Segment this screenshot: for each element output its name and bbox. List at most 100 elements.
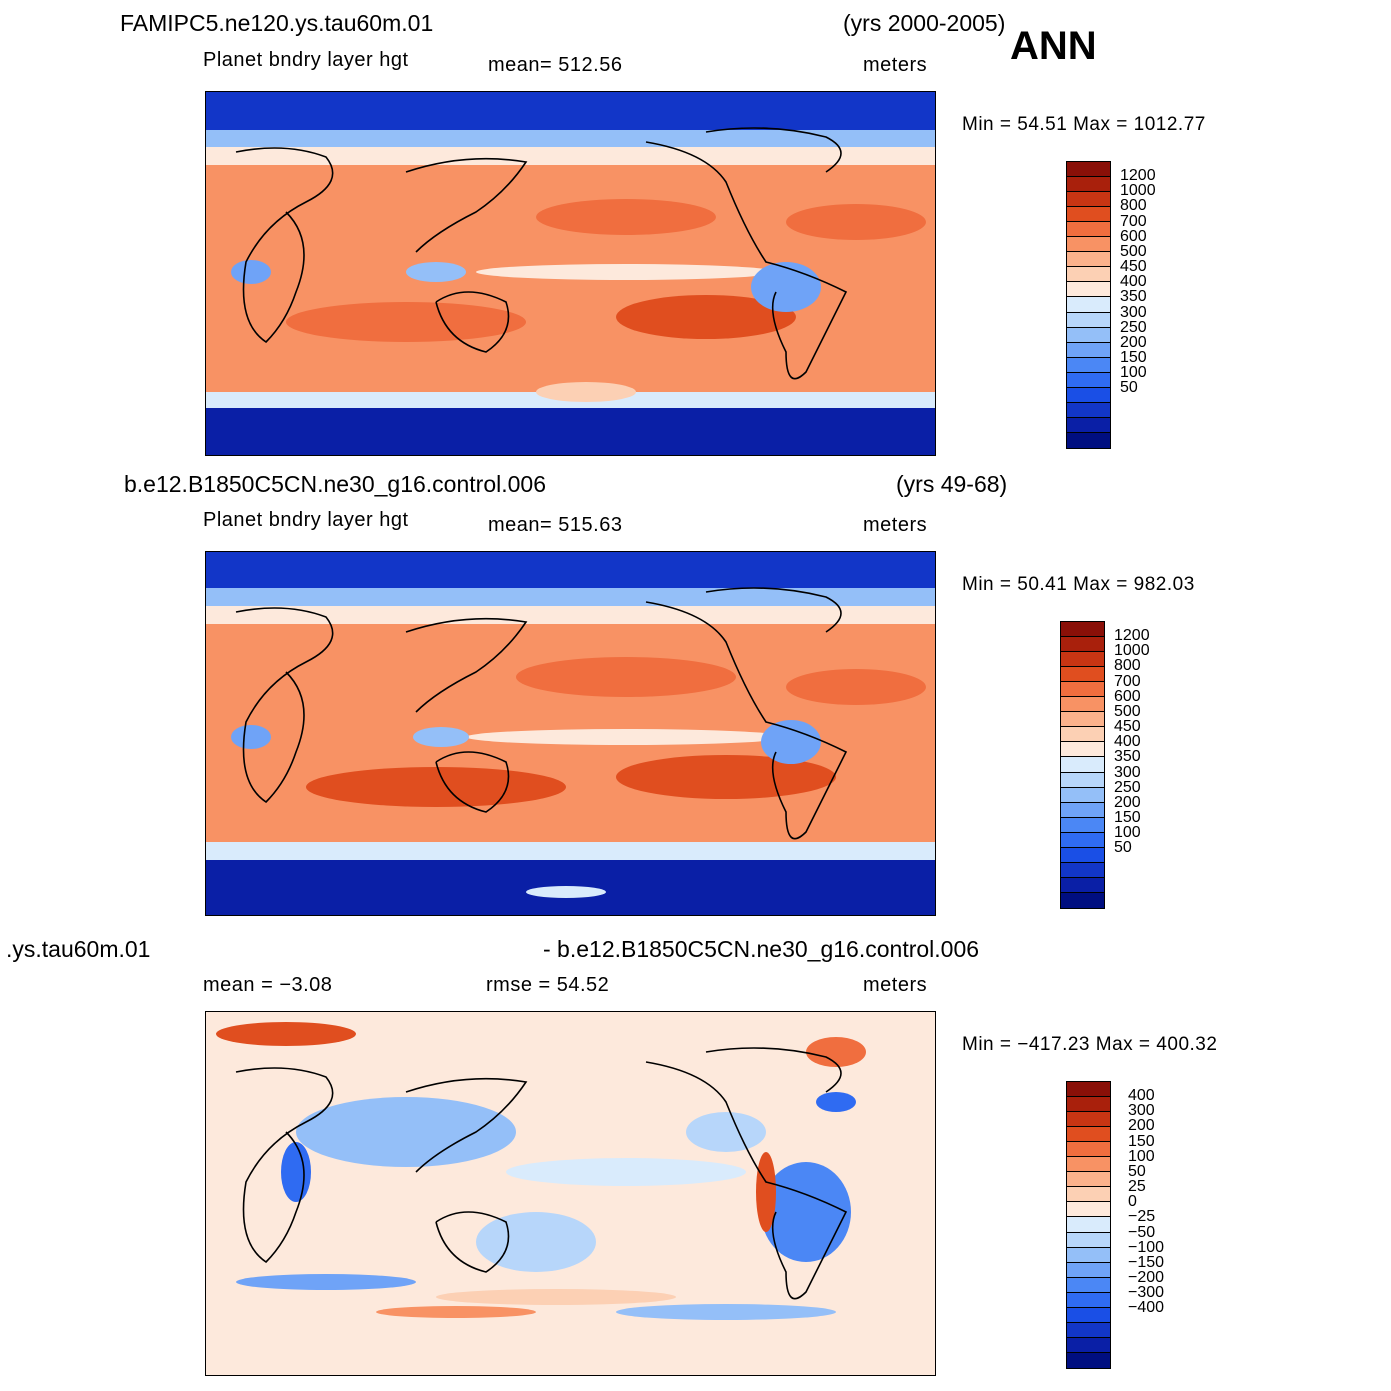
- colorbar-tick-label: 700: [1120, 212, 1147, 230]
- colorbar-swatch: [1061, 832, 1104, 848]
- colorbar-swatch: [1067, 1127, 1110, 1143]
- colorbar-tick-label: 50: [1120, 379, 1138, 397]
- colorbar-tick-label: 50: [1114, 839, 1132, 857]
- colorbar-swatch: [1067, 1277, 1110, 1293]
- colorbar-swatch: [1067, 1307, 1110, 1323]
- colorbar-tick-label: 200: [1120, 333, 1147, 351]
- colorbar-swatch: [1067, 402, 1110, 418]
- colorbar-swatch: [1067, 297, 1110, 313]
- panel2-variable: Planet bndry layer hgt: [203, 509, 409, 531]
- colorbar-swatch: [1061, 757, 1104, 773]
- colorbar-swatch: [1061, 697, 1104, 713]
- colorbar-swatch: [1061, 682, 1104, 698]
- colorbar-tick-label: 300: [1120, 303, 1147, 321]
- colorbar-swatch: [1061, 667, 1104, 683]
- colorbar-tick-label: 1000: [1114, 642, 1150, 660]
- colorbar-tick-label: −150: [1128, 1253, 1165, 1271]
- colorbar-swatch: [1067, 282, 1110, 298]
- panel3-colorbar: [1066, 1081, 1111, 1369]
- colorbar-swatch: [1067, 312, 1110, 328]
- colorbar-swatch: [1067, 372, 1110, 388]
- colorbar-tick-label: 200: [1114, 793, 1141, 811]
- colorbar-swatch: [1067, 1337, 1110, 1353]
- panel1-minmax: Min = 54.51 Max = 1012.77: [962, 114, 1206, 135]
- colorbar-tick-label: 1200: [1114, 627, 1150, 645]
- colorbar-swatch: [1061, 637, 1104, 653]
- colorbar-tick-label: −300: [1128, 1284, 1165, 1302]
- colorbar-tick-label: 300: [1114, 763, 1141, 781]
- colorbar-tick-label: 0: [1128, 1193, 1137, 1211]
- colorbar-swatch: [1067, 342, 1110, 358]
- panel2-minmax: Min = 50.41 Max = 982.03: [962, 574, 1195, 595]
- panel3-units: meters: [863, 974, 928, 996]
- colorbar-swatch: [1061, 892, 1104, 908]
- season-label: ANN: [1010, 24, 1097, 68]
- colorbar-tick-label: 300: [1128, 1102, 1155, 1120]
- panel3-case-name-left: .ys.tau60m.01: [6, 936, 151, 962]
- colorbar-swatch: [1067, 1187, 1110, 1203]
- colorbar-tick-label: −400: [1128, 1299, 1165, 1317]
- colorbar-swatch: [1067, 252, 1110, 268]
- colorbar-swatch: [1067, 387, 1110, 403]
- colorbar-swatch: [1067, 1112, 1110, 1128]
- colorbar-swatch: [1067, 1082, 1110, 1098]
- colorbar-tick-label: 600: [1120, 227, 1147, 245]
- colorbar-tick-label: 600: [1114, 687, 1141, 705]
- colorbar-tick-label: 400: [1120, 273, 1147, 291]
- colorbar-tick-label: −25: [1128, 1208, 1156, 1226]
- colorbar-tick-label: 450: [1120, 258, 1147, 276]
- colorbar-tick-label: 500: [1114, 702, 1141, 720]
- colorbar-swatch: [1061, 817, 1104, 833]
- colorbar-tick-label: 500: [1120, 242, 1147, 260]
- panel2-units: meters: [863, 514, 928, 536]
- colorbar-tick-label: 25: [1128, 1178, 1146, 1196]
- colorbar-swatch: [1067, 1232, 1110, 1248]
- panel2-colorbar: [1060, 621, 1105, 909]
- colorbar-swatch: [1067, 432, 1110, 448]
- colorbar-tick-label: 250: [1114, 778, 1141, 796]
- colorbar-tick-label: 400: [1114, 733, 1141, 751]
- colorbar-swatch: [1061, 742, 1104, 758]
- colorbar-tick-label: −50: [1128, 1223, 1156, 1241]
- colorbar-swatch: [1067, 327, 1110, 343]
- colorbar-swatch: [1061, 622, 1104, 638]
- panel1-variable: Planet bndry layer hgt: [203, 49, 409, 71]
- colorbar-tick-label: 100: [1114, 824, 1141, 842]
- panel3-field: [206, 1012, 935, 1375]
- colorbar-swatch: [1061, 802, 1104, 818]
- colorbar-swatch: [1067, 222, 1110, 238]
- colorbar-tick-label: 450: [1114, 718, 1141, 736]
- colorbar-tick-label: 100: [1120, 364, 1147, 382]
- panel1-colorbar: [1066, 161, 1111, 449]
- colorbar-swatch: [1061, 652, 1104, 668]
- colorbar-swatch: [1067, 1217, 1110, 1233]
- colorbar-swatch: [1061, 877, 1104, 893]
- colorbar-swatch: [1061, 787, 1104, 803]
- panel3-mean: mean = −3.08: [203, 974, 333, 996]
- colorbar-tick-label: 350: [1120, 288, 1147, 306]
- panel2-mean: mean= 515.63: [488, 514, 623, 536]
- colorbar-swatch: [1067, 1352, 1110, 1368]
- colorbar-swatch: [1067, 357, 1110, 373]
- colorbar-swatch: [1061, 847, 1104, 863]
- panel3-case-name-right: - b.e12.B1850C5CN.ne30_g16.control.006: [543, 936, 980, 962]
- colorbar-tick-label: 150: [1114, 809, 1141, 827]
- panel2-field: [206, 552, 935, 915]
- colorbar-swatch: [1067, 177, 1110, 193]
- colorbar-swatch: [1061, 727, 1104, 743]
- panel2-case-name: b.e12.B1850C5CN.ne30_g16.control.006: [124, 471, 546, 497]
- colorbar-tick-label: 1200: [1120, 167, 1156, 185]
- colorbar-tick-label: 400: [1128, 1087, 1155, 1105]
- panel3-map: [205, 1011, 936, 1376]
- colorbar-swatch: [1067, 267, 1110, 283]
- colorbar-tick-label: 100: [1128, 1147, 1155, 1165]
- colorbar-tick-label: 200: [1128, 1117, 1155, 1135]
- colorbar-swatch: [1061, 862, 1104, 878]
- colorbar-swatch: [1067, 1157, 1110, 1173]
- colorbar-swatch: [1061, 772, 1104, 788]
- colorbar-swatch: [1061, 712, 1104, 728]
- colorbar-tick-label: −200: [1128, 1269, 1165, 1287]
- colorbar-tick-label: 800: [1120, 197, 1147, 215]
- colorbar-swatch: [1067, 192, 1110, 208]
- colorbar-swatch: [1067, 1172, 1110, 1188]
